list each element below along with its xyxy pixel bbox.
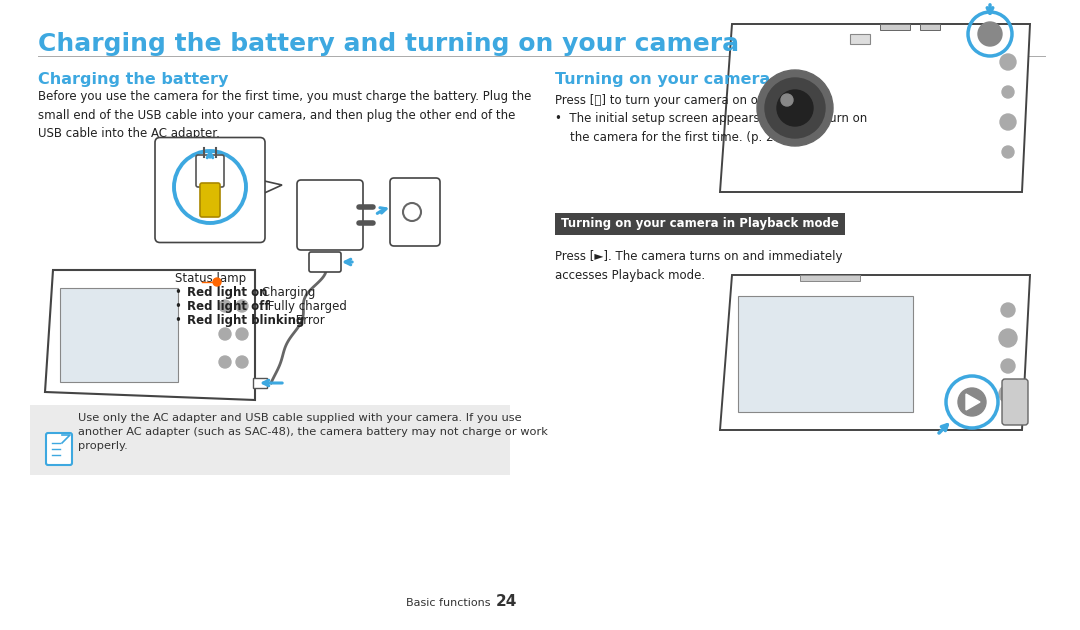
Circle shape — [765, 78, 825, 138]
Circle shape — [1002, 146, 1014, 158]
Text: •: • — [175, 286, 186, 299]
Polygon shape — [966, 394, 980, 410]
Bar — [920, 24, 940, 30]
Circle shape — [1000, 114, 1016, 130]
Text: Charging the battery and turning on your camera: Charging the battery and turning on your… — [38, 32, 739, 56]
Circle shape — [1001, 303, 1015, 317]
FancyBboxPatch shape — [195, 155, 224, 187]
Circle shape — [237, 356, 248, 368]
Polygon shape — [260, 180, 282, 195]
Circle shape — [1001, 359, 1015, 373]
Text: Press [⏻] to turn your camera on or off.: Press [⏻] to turn your camera on or off. — [555, 94, 785, 107]
Circle shape — [1002, 86, 1014, 98]
Bar — [253, 378, 267, 388]
Text: Red light blinking: Red light blinking — [187, 314, 305, 327]
Circle shape — [777, 90, 813, 126]
Text: Basic functions: Basic functions — [405, 598, 490, 608]
Circle shape — [213, 278, 221, 286]
Circle shape — [978, 22, 1002, 46]
Polygon shape — [720, 24, 1030, 192]
Bar — [850, 34, 870, 44]
FancyBboxPatch shape — [30, 405, 510, 475]
Circle shape — [219, 356, 231, 368]
Text: Press [►]. The camera turns on and immediately
accesses Playback mode.: Press [►]. The camera turns on and immed… — [555, 250, 842, 282]
Text: •: • — [175, 314, 186, 327]
Text: •  The initial setup screen appears when you turn on
    the camera for the firs: • The initial setup screen appears when … — [555, 112, 867, 144]
Polygon shape — [45, 270, 255, 400]
Circle shape — [999, 385, 1017, 403]
FancyBboxPatch shape — [555, 213, 845, 235]
Text: 24: 24 — [496, 594, 517, 609]
Bar — [800, 275, 860, 281]
Text: Red light on: Red light on — [187, 286, 268, 299]
Text: •: • — [175, 300, 186, 313]
Circle shape — [1000, 54, 1016, 70]
FancyBboxPatch shape — [390, 178, 440, 246]
Circle shape — [781, 94, 793, 106]
Circle shape — [237, 300, 248, 312]
Circle shape — [237, 328, 248, 340]
Circle shape — [757, 70, 833, 146]
FancyBboxPatch shape — [156, 137, 265, 243]
Polygon shape — [720, 275, 1030, 430]
Circle shape — [958, 388, 986, 416]
Circle shape — [219, 328, 231, 340]
Text: Status lamp: Status lamp — [175, 272, 246, 285]
FancyBboxPatch shape — [200, 183, 220, 217]
FancyBboxPatch shape — [297, 180, 363, 250]
Bar — [738, 296, 913, 412]
Text: Charging the battery: Charging the battery — [38, 72, 228, 87]
FancyBboxPatch shape — [46, 433, 72, 465]
Bar — [880, 24, 910, 30]
FancyBboxPatch shape — [1002, 379, 1028, 425]
Circle shape — [219, 300, 231, 312]
Text: Turning on your camera: Turning on your camera — [555, 72, 770, 87]
Text: Before you use the camera for the first time, you must charge the battery. Plug : Before you use the camera for the first … — [38, 90, 531, 140]
Bar — [60, 288, 178, 382]
Text: : Charging: : Charging — [254, 286, 315, 299]
Text: Turning on your camera in Playback mode: Turning on your camera in Playback mode — [562, 217, 839, 231]
FancyBboxPatch shape — [309, 252, 341, 272]
Text: : Error: : Error — [287, 314, 325, 327]
Text: : Fully charged: : Fully charged — [260, 300, 347, 313]
Text: Red light off: Red light off — [187, 300, 270, 313]
Circle shape — [999, 329, 1017, 347]
Text: Use only the AC adapter and USB cable supplied with your camera. If you use
anot: Use only the AC adapter and USB cable su… — [78, 413, 548, 451]
